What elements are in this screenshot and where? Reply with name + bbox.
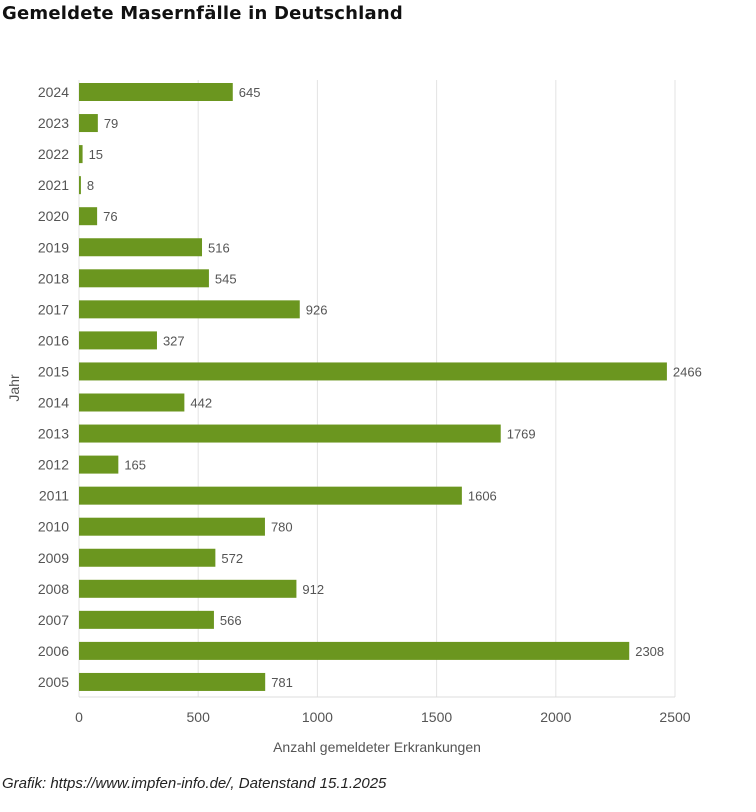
data-label: 2308 xyxy=(635,644,664,659)
data-label: 8 xyxy=(87,178,94,193)
data-label: 1769 xyxy=(507,427,536,442)
data-label: 1606 xyxy=(468,489,497,504)
x-tick-label: 0 xyxy=(75,709,83,725)
x-tick-label: 500 xyxy=(187,709,211,725)
data-label: 165 xyxy=(124,458,146,473)
bar-2020 xyxy=(79,207,98,226)
bar-2007 xyxy=(79,610,214,629)
y-tick-label: 2022 xyxy=(38,146,69,162)
y-tick-label: 2008 xyxy=(38,581,69,597)
bar-2024 xyxy=(79,83,233,101)
data-label: 781 xyxy=(271,675,293,690)
data-label: 327 xyxy=(163,333,185,348)
bar-2018 xyxy=(79,269,209,288)
x-tick-label: 2000 xyxy=(540,709,571,725)
y-axis-label: Jahr xyxy=(6,374,22,402)
y-tick-label: 2005 xyxy=(38,674,69,690)
data-label: 15 xyxy=(89,147,103,162)
bar-2008 xyxy=(79,579,297,598)
bar-2012 xyxy=(79,455,119,474)
bar-2006 xyxy=(79,641,630,660)
y-tick-label: 2006 xyxy=(38,643,69,659)
y-tick-label: 2017 xyxy=(38,301,69,317)
y-tick-label: 2014 xyxy=(38,395,69,411)
data-label: 545 xyxy=(215,271,237,286)
bar-2010 xyxy=(79,517,265,536)
data-label: 566 xyxy=(220,613,242,628)
data-label: 516 xyxy=(208,240,230,255)
x-tick-label: 1000 xyxy=(302,709,333,725)
bar-2017 xyxy=(79,300,300,319)
data-label: 2466 xyxy=(673,364,702,379)
data-label: 572 xyxy=(221,551,243,566)
y-tick-label: 2021 xyxy=(38,177,69,193)
y-tick-label: 2023 xyxy=(38,115,69,131)
bar-2013 xyxy=(79,424,501,443)
y-tick-label: 2010 xyxy=(38,519,69,535)
chart-title: Gemeldete Masernfälle in Deutschland xyxy=(2,3,403,24)
x-tick-label: 2500 xyxy=(659,709,690,725)
data-label: 912 xyxy=(302,582,324,597)
bar-2019 xyxy=(79,238,203,257)
bar-2022 xyxy=(79,145,83,164)
y-tick-label: 2019 xyxy=(38,239,69,255)
data-label: 780 xyxy=(271,520,293,535)
bar-2015 xyxy=(79,362,667,381)
bar-2023 xyxy=(79,114,98,133)
x-tick-label: 1500 xyxy=(421,709,452,725)
data-label: 79 xyxy=(104,116,118,131)
bar-2005 xyxy=(79,672,266,691)
bar-2011 xyxy=(79,486,462,505)
y-tick-label: 2009 xyxy=(38,550,69,566)
y-tick-label: 2018 xyxy=(38,270,69,286)
data-label: 76 xyxy=(103,209,117,224)
y-tick-label: 2015 xyxy=(38,363,69,379)
y-tick-label: 2007 xyxy=(38,612,69,628)
bar-2014 xyxy=(79,393,185,412)
data-label: 926 xyxy=(306,302,328,317)
x-axis-label: Anzahl gemeldeter Erkrankungen xyxy=(273,739,481,755)
data-label: 645 xyxy=(239,85,261,100)
data-label: 442 xyxy=(190,396,212,411)
y-tick-label: 2012 xyxy=(38,457,69,473)
source-note: Grafik: https://www.impfen-info.de/, Dat… xyxy=(2,775,387,792)
bar-2021 xyxy=(79,176,81,195)
bar-2009 xyxy=(79,548,216,567)
y-tick-label: 2020 xyxy=(38,208,69,224)
y-tick-label: 2024 xyxy=(38,84,69,100)
y-tick-label: 2013 xyxy=(38,426,69,442)
y-tick-label: 2016 xyxy=(38,332,69,348)
bar-2016 xyxy=(79,331,157,350)
y-tick-label: 2011 xyxy=(39,488,69,504)
